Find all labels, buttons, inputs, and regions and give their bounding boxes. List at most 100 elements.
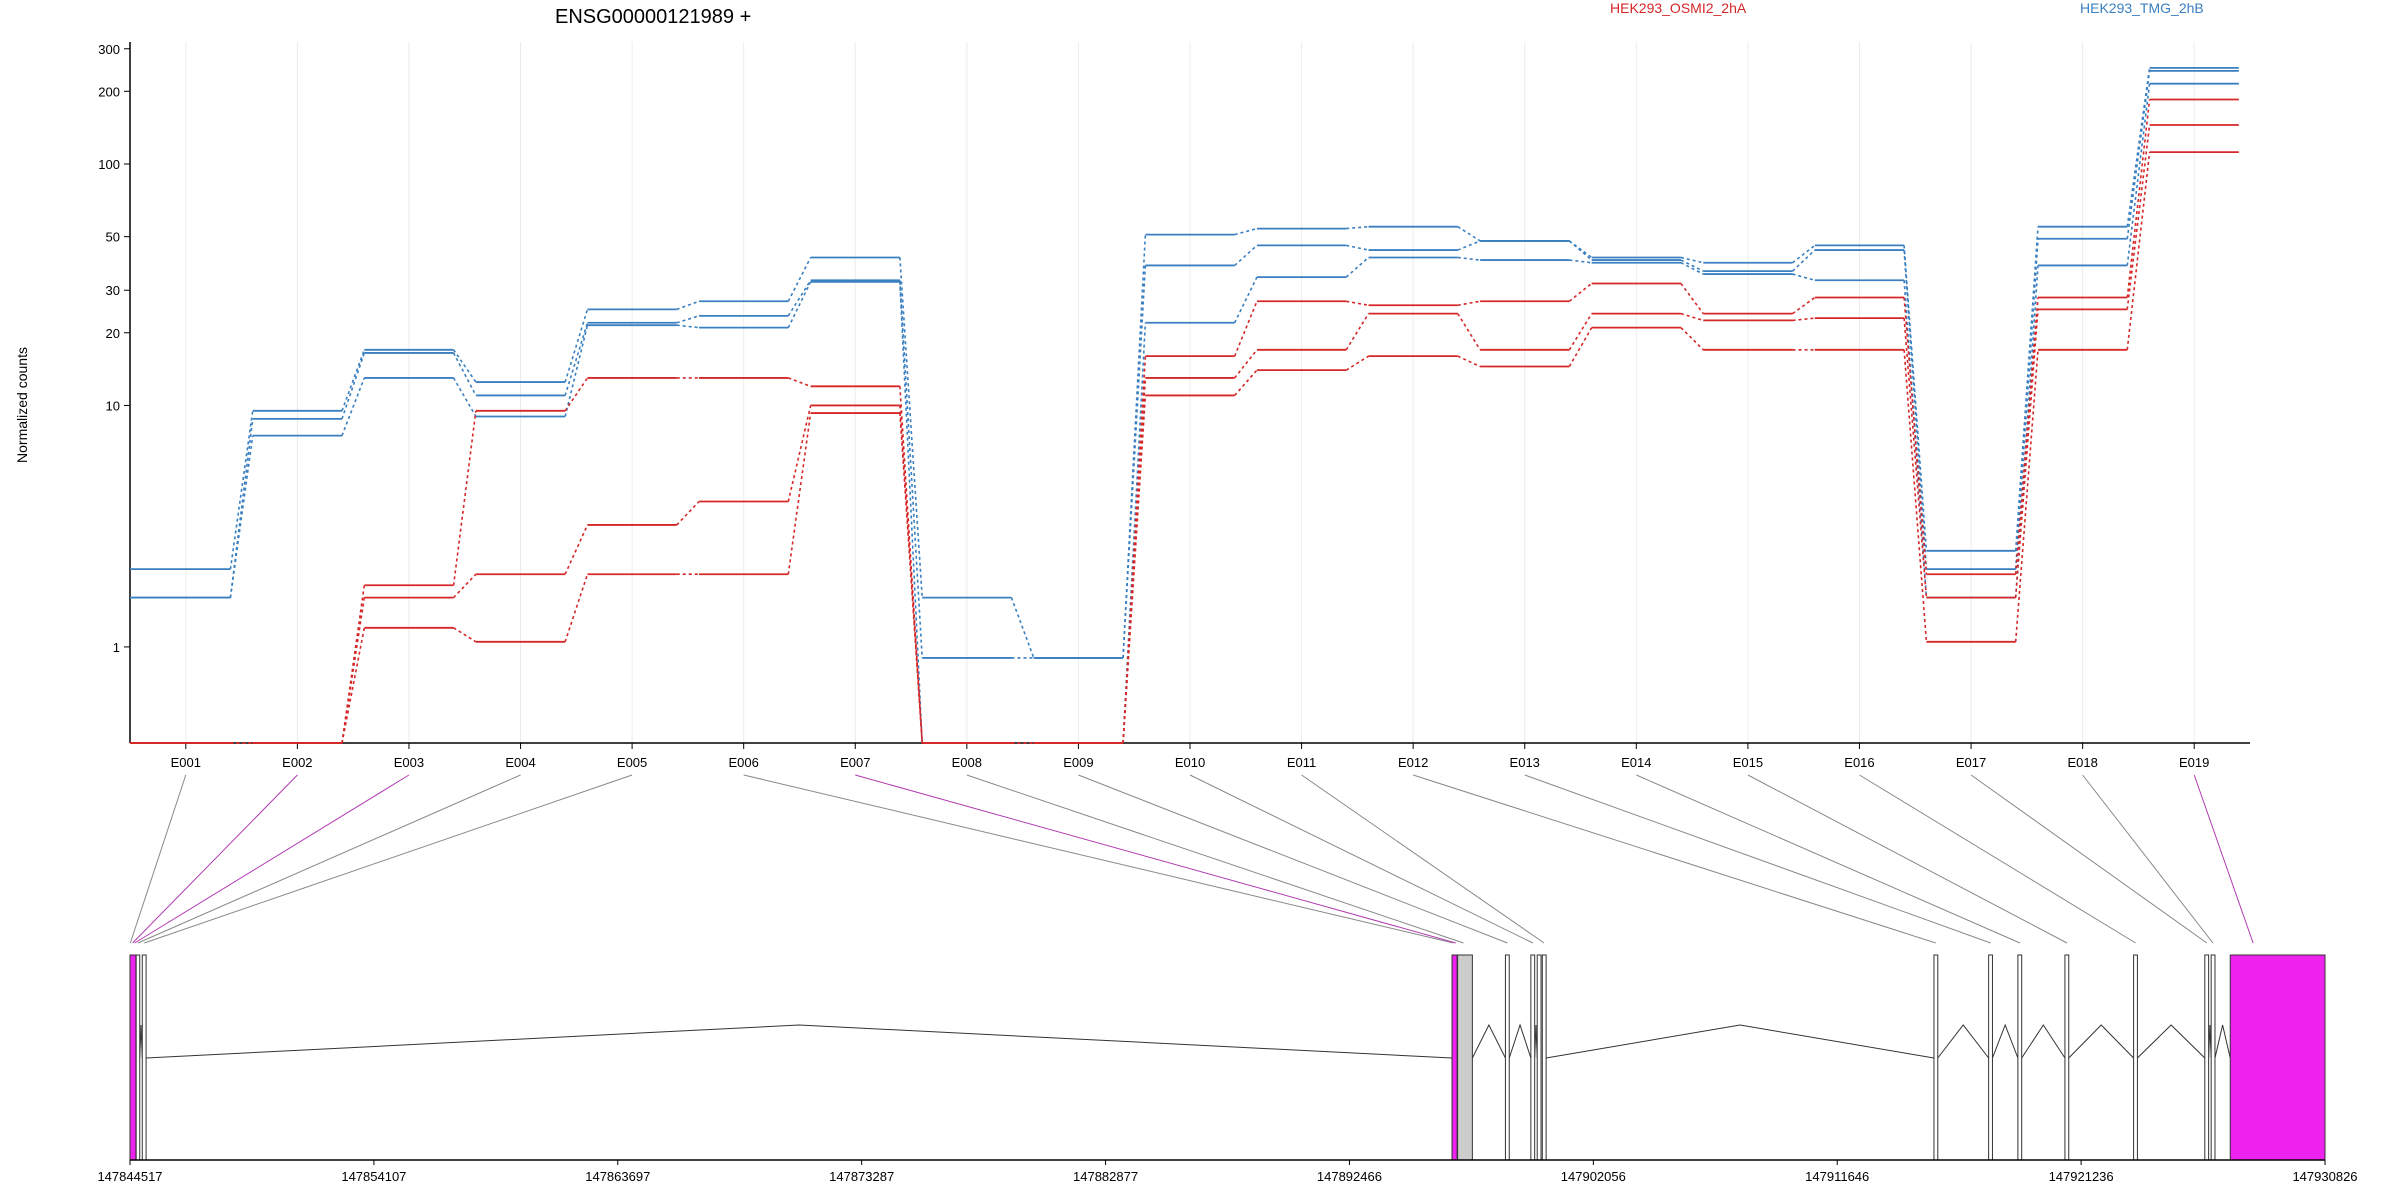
series-transition xyxy=(1234,349,1258,379)
series-transition xyxy=(1457,225,1481,242)
exon-block xyxy=(1988,954,1993,1161)
series-transition xyxy=(676,324,700,329)
series-transition xyxy=(1792,296,1816,315)
series-transition xyxy=(1233,276,1258,324)
bin-link-E004 xyxy=(137,774,521,944)
x-tick-label: E002 xyxy=(282,755,312,770)
series-transition xyxy=(341,377,366,436)
gene-model xyxy=(129,954,2326,1161)
series-transition xyxy=(1680,256,1704,264)
series-transition xyxy=(1792,244,1816,264)
series-transition xyxy=(564,377,589,412)
bin-link-E009 xyxy=(1078,774,1508,944)
x-tick-label: E004 xyxy=(505,755,535,770)
x-tick-label: E003 xyxy=(394,755,424,770)
series-transition xyxy=(1234,369,1258,396)
series-transition xyxy=(341,597,366,744)
series-transition xyxy=(1568,240,1593,259)
bin-link-E008 xyxy=(966,774,1464,944)
intron-line xyxy=(2021,1024,2066,1059)
series-transition xyxy=(2014,226,2039,551)
intron-line xyxy=(2137,1024,2206,1059)
series-transition xyxy=(1680,282,1704,315)
series-transition xyxy=(787,412,812,575)
bin-link-E010 xyxy=(1189,774,1534,944)
exon-block xyxy=(129,954,137,1161)
series-transition xyxy=(1903,297,1928,575)
intron-line xyxy=(1508,1023,1532,1059)
series-transition xyxy=(1791,249,1816,272)
series-transition xyxy=(1680,262,1704,275)
series-transition xyxy=(2126,124,2151,310)
y-tick-label: 30 xyxy=(106,283,120,298)
series-transition xyxy=(1903,250,1928,570)
exon-block xyxy=(2133,954,2138,1161)
x-tick-label: E019 xyxy=(2179,755,2209,770)
series-transition xyxy=(452,377,477,417)
bin-link-E003 xyxy=(134,774,410,944)
series-transition xyxy=(453,573,477,599)
series-transition xyxy=(2126,152,2151,350)
bin-link-E006 xyxy=(743,774,1454,944)
bin-link-E018 xyxy=(2082,774,2214,944)
x-tick-label: E016 xyxy=(1844,755,1874,770)
series-transition xyxy=(2126,99,2151,298)
series-transition xyxy=(787,281,812,328)
series-a-5 xyxy=(130,151,2239,744)
bin-link-E011 xyxy=(1301,774,1545,944)
exon-block xyxy=(1530,954,1536,1161)
series-transition xyxy=(1010,597,1035,659)
series-transition xyxy=(787,405,812,502)
x-tick-label: E006 xyxy=(728,755,758,770)
exon-block xyxy=(2229,954,2326,1161)
bin-link-E012 xyxy=(1413,774,1936,944)
exon-block xyxy=(2017,954,2023,1161)
series-transition xyxy=(899,281,924,744)
bin-link-E017 xyxy=(1970,774,2208,944)
intron-line xyxy=(1546,1024,1935,1059)
exon-block xyxy=(1541,954,1547,1161)
coord-tick-label: 147873287 xyxy=(829,1169,894,1184)
series-b-1 xyxy=(130,69,2239,659)
y-tick-label: 100 xyxy=(98,157,120,172)
legend-series-a: HEK293_OSMI2_2hA xyxy=(1610,0,1747,16)
intron-line xyxy=(1991,1023,2019,1059)
coord-tick-label: 147921236 xyxy=(2049,1169,2114,1184)
coord-tick-label: 147844517 xyxy=(97,1169,162,1184)
coord-tick-label: 147892466 xyxy=(1317,1169,1382,1184)
series-transition xyxy=(1122,322,1147,744)
series-transition xyxy=(1122,395,1147,744)
intron-line xyxy=(2214,1024,2231,1059)
coord-tick-label: 147863697 xyxy=(585,1169,650,1184)
y-axis-label: Normalized counts xyxy=(14,347,30,463)
series-transition xyxy=(1568,327,1593,367)
series-transition xyxy=(564,309,589,383)
bin-link-E013 xyxy=(1524,774,1991,944)
series-transition xyxy=(1234,227,1258,236)
series-transition xyxy=(2014,238,2039,570)
series-transition xyxy=(2126,83,2151,266)
series-transition xyxy=(1346,244,1369,251)
y-tick-label: 300 xyxy=(98,42,120,57)
series-a-4 xyxy=(130,124,2239,744)
y-tick-label: 20 xyxy=(106,326,120,341)
bin-link-E001 xyxy=(129,774,187,944)
x-tick-label: E001 xyxy=(171,755,201,770)
vertical-grid xyxy=(185,42,2195,743)
x-tick-label: E011 xyxy=(1287,755,1316,770)
x-tick-label: E014 xyxy=(1621,755,1651,770)
series-transition xyxy=(1680,327,1704,351)
series-transition xyxy=(341,349,366,412)
series-transition xyxy=(564,524,589,575)
chart-title: ENSG00000121989 + xyxy=(555,6,751,28)
series-transition xyxy=(1792,273,1816,282)
series-transition xyxy=(1792,317,1815,322)
series-transition xyxy=(1569,259,1592,264)
x-tick-label: E013 xyxy=(1510,755,1540,770)
series-transition xyxy=(787,257,812,302)
series-transition xyxy=(1903,280,1928,598)
series-transition xyxy=(341,627,366,744)
exon-block xyxy=(2204,954,2210,1161)
series-transition xyxy=(564,322,589,396)
